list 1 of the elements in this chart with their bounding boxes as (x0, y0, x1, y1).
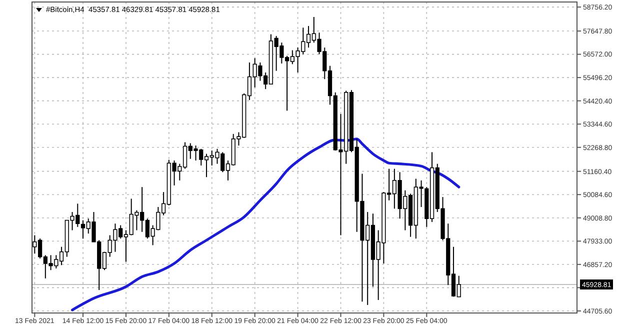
line-series (70, 138, 460, 312)
